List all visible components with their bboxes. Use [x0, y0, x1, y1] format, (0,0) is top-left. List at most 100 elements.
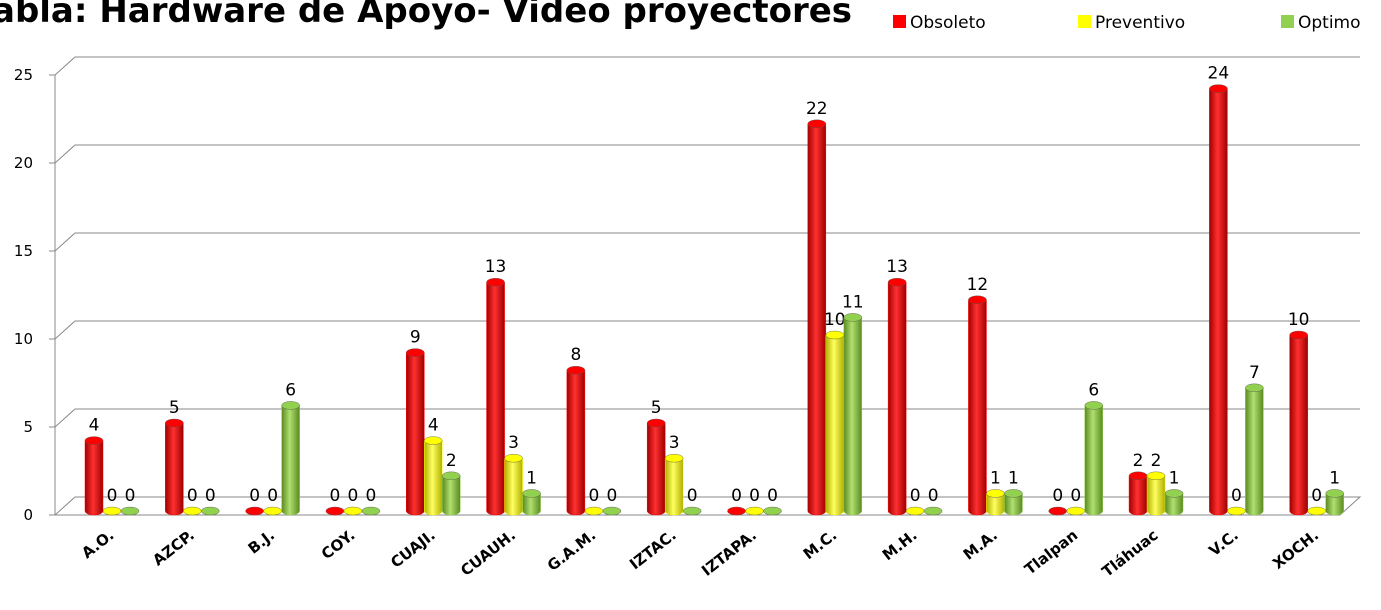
bar: [843, 317, 863, 516]
bar: [1146, 475, 1166, 516]
y-tick-label: 10: [14, 330, 33, 348]
bar-cap: [727, 506, 746, 516]
bar: [504, 457, 523, 516]
value-label: 9: [410, 328, 421, 348]
value-label: 10: [1288, 310, 1310, 330]
value-label: 0: [1231, 486, 1242, 506]
bar-cap: [424, 436, 443, 445]
value-label: 3: [669, 433, 680, 453]
value-label: 1: [526, 468, 537, 488]
value-label: 0: [1311, 486, 1322, 506]
bar-cap: [1066, 506, 1085, 516]
bar-cap: [1004, 489, 1023, 498]
bar-cap: [986, 489, 1005, 498]
bar: [968, 299, 987, 516]
value-label: 0: [125, 486, 136, 506]
bar: [1289, 334, 1308, 516]
bar-cap: [120, 506, 140, 516]
value-label: 5: [169, 398, 180, 418]
x-tick-label: M.C.: [800, 526, 841, 563]
bar-cap: [1307, 506, 1326, 516]
bar-cap: [646, 418, 666, 428]
bar-cap: [361, 506, 381, 516]
bar-cap: [905, 506, 925, 516]
bar-cap: [923, 506, 943, 516]
value-label: 22: [806, 99, 828, 119]
bar-cap: [664, 454, 684, 463]
value-label: 0: [928, 486, 939, 506]
bar-cap: [504, 454, 523, 463]
bar: [424, 440, 443, 516]
legend-label: Optimo: [1298, 13, 1361, 33]
x-tick-label: G.A.M.: [544, 526, 599, 575]
value-label: 0: [687, 486, 698, 506]
bar: [646, 422, 666, 516]
value-label: 0: [187, 486, 198, 506]
value-label: 0: [107, 486, 118, 506]
value-label: 11: [842, 292, 864, 312]
bar: [1325, 493, 1344, 516]
bar-cap: [84, 436, 104, 445]
value-label: 0: [910, 486, 921, 506]
value-label: 13: [485, 257, 507, 277]
legend-swatch: [1281, 15, 1294, 28]
bar: [1084, 405, 1103, 516]
value-label: 6: [285, 380, 296, 400]
value-label: 6: [1088, 380, 1099, 400]
bar: [566, 369, 586, 516]
bar-cap: [183, 506, 202, 516]
value-label: 0: [731, 486, 742, 506]
x-tick-label: M.H.: [879, 526, 921, 564]
value-label: 1: [990, 468, 1001, 488]
bar: [1128, 475, 1148, 516]
x-tick-label: Tlalpan: [1021, 526, 1081, 578]
y-tick-label: 15: [14, 242, 33, 260]
bar: [1004, 493, 1023, 516]
value-label: 0: [1070, 486, 1081, 506]
bar: [84, 440, 104, 516]
bar-cap: [1245, 383, 1264, 392]
value-label: 0: [249, 486, 260, 506]
x-tick-label: COY.: [318, 526, 358, 563]
value-label: 2: [446, 451, 457, 471]
legend-swatch: [893, 15, 906, 28]
bar: [1164, 493, 1184, 516]
bar-cap: [968, 295, 987, 304]
legend-label: Obsoleto: [910, 13, 986, 33]
value-label: 2: [1151, 451, 1162, 471]
bar: [1209, 88, 1228, 516]
y-tick-label: 25: [14, 66, 33, 84]
bar: [281, 405, 300, 516]
bar-cap: [825, 330, 845, 340]
bar-cap: [887, 278, 907, 287]
bar: [486, 281, 505, 516]
x-tick-label: XOCH.: [1269, 526, 1322, 573]
x-tick-label: CUAJI.: [387, 526, 438, 572]
bar-cap: [201, 506, 220, 516]
x-tick-label: A.O.: [78, 526, 117, 562]
bar-cap: [263, 506, 282, 516]
x-tick-label: V.C.: [1205, 526, 1241, 560]
value-label: 10: [824, 310, 846, 330]
bar-cap: [245, 506, 264, 516]
value-label: 0: [588, 486, 599, 506]
value-label: 5: [651, 398, 662, 418]
x-tick-label: B.J.: [245, 526, 278, 558]
bar-cap: [1146, 471, 1166, 480]
bar-cap: [1048, 506, 1067, 516]
bar-cap: [343, 506, 363, 516]
grid-line: [54, 232, 1360, 252]
bar-cap: [281, 401, 300, 410]
value-label: 7: [1249, 363, 1260, 383]
bar-cap: [843, 313, 863, 322]
bar-cap: [584, 506, 604, 516]
value-label: 24: [1208, 64, 1230, 84]
bar: [442, 475, 461, 516]
bar-cap: [1325, 489, 1344, 498]
value-label: 1: [1008, 468, 1019, 488]
value-label: 0: [205, 486, 216, 506]
bar-cap: [682, 506, 702, 516]
legend-label: Preventivo: [1095, 13, 1185, 33]
x-tick-label: AZCP.: [149, 526, 197, 569]
